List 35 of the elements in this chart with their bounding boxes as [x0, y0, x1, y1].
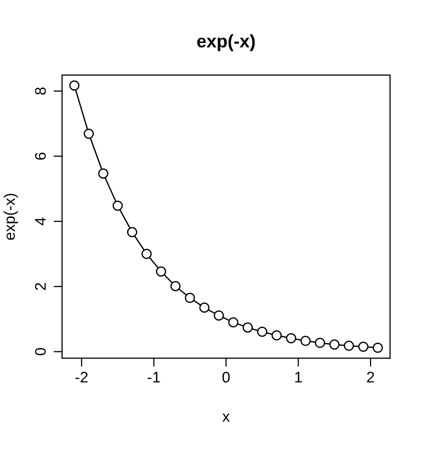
- y-tick-label: 4: [35, 218, 46, 226]
- point: [358, 342, 368, 352]
- point: [170, 281, 181, 292]
- point: [300, 336, 311, 346]
- chart-title: exp(-x): [197, 34, 255, 52]
- point: [156, 266, 166, 277]
- point: [344, 340, 354, 351]
- y-axis-title: exp(-x): [4, 194, 18, 240]
- x-tick-label: -1: [148, 372, 160, 382]
- point: [141, 248, 152, 260]
- point: [314, 338, 326, 348]
- point: [286, 333, 296, 344]
- x-tick-label: -2: [75, 372, 88, 382]
- point: [271, 330, 282, 340]
- point: [98, 168, 108, 179]
- x-axis-title: x: [222, 414, 230, 422]
- point: [69, 80, 80, 91]
- point: [184, 292, 196, 304]
- point: [228, 317, 238, 328]
- y-tick-label: 6: [35, 152, 46, 160]
- y-tick-label: 0: [35, 348, 46, 356]
- point: [214, 310, 224, 321]
- point: [84, 128, 94, 139]
- point: [242, 322, 253, 333]
- y-tick-label: 2: [35, 283, 46, 290]
- point: [257, 326, 268, 337]
- point: [127, 226, 138, 238]
- point: [112, 200, 123, 211]
- x-tick-label: 1: [295, 372, 302, 382]
- x-tick-label: 2: [367, 372, 374, 382]
- y-tick-label: 8: [35, 87, 46, 95]
- x-tick-label: 0: [222, 372, 230, 383]
- point: [199, 302, 210, 313]
- point: [372, 342, 383, 353]
- point: [329, 339, 340, 350]
